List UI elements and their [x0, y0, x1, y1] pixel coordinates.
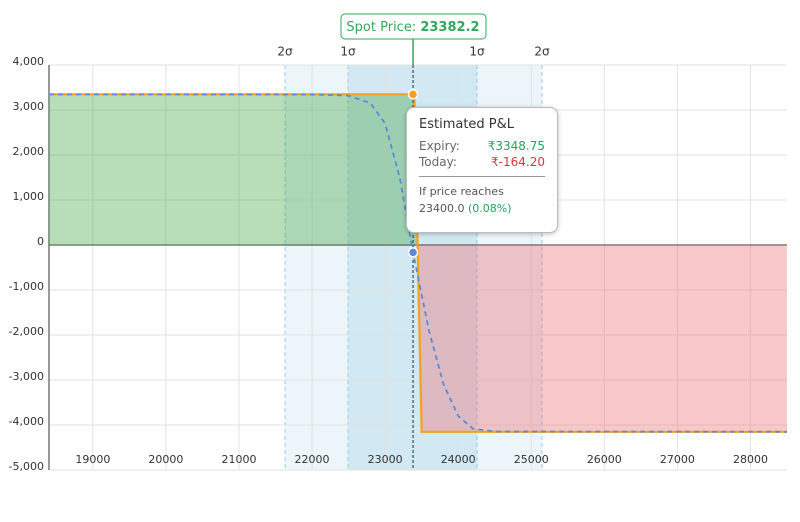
spot-caption: Spot Price:	[346, 20, 416, 35]
y-tick-label: -2,000	[9, 325, 44, 338]
row-value: ₹-164.20	[491, 155, 545, 169]
row-label: Expiry:	[419, 139, 460, 153]
x-tick-label: 19000	[75, 453, 110, 466]
loss-area	[49, 245, 787, 432]
y-tick-label: 0	[37, 235, 44, 248]
spot-label: Spot Price: 23382.2	[346, 20, 479, 35]
tooltip-note: If price reaches	[419, 185, 504, 198]
y-tick-label: -4,000	[9, 415, 44, 428]
sigma-label: 1σ	[469, 45, 485, 59]
sigma-label: 1σ	[340, 45, 356, 59]
x-tick-label: 22000	[295, 453, 330, 466]
y-tick-label: 1,000	[13, 190, 45, 203]
divider	[419, 176, 545, 177]
x-tick-label: 20000	[148, 453, 183, 466]
y-tick-label: 4,000	[13, 55, 45, 68]
x-tick-label: 26000	[587, 453, 622, 466]
x-tick-label: 28000	[733, 453, 768, 466]
x-tick-label: 23000	[368, 453, 403, 466]
y-tick-label: 3,000	[13, 100, 45, 113]
y-tick-label: -3,000	[9, 370, 44, 383]
hover-point	[407, 89, 419, 100]
x-tick-label: 24000	[441, 453, 476, 466]
spot-value: 23382.2	[420, 20, 479, 35]
profit-area	[49, 94, 787, 245]
tooltip-price: 23400.0 (0.08%)	[419, 200, 545, 217]
x-tick-label: 21000	[221, 453, 256, 466]
y-tick-label: -1,000	[9, 280, 44, 293]
y-tick-label: -5,000	[9, 460, 44, 473]
tooltip-row: Today: ₹-164.20	[419, 154, 545, 170]
tooltip-row: Expiry: ₹3348.75	[419, 138, 545, 154]
row-value: ₹3348.75	[487, 139, 545, 153]
price: 23400.0	[419, 202, 465, 215]
change: (0.08%)	[468, 202, 512, 215]
hover-point	[407, 247, 419, 258]
sigma-label: 2σ	[277, 45, 293, 59]
x-tick-label: 25000	[514, 453, 549, 466]
tooltip: Estimated P&L Expiry: ₹3348.75 Today: ₹-16…	[406, 107, 558, 233]
x-tick-label: 27000	[660, 453, 695, 466]
y-tick-label: 2,000	[13, 145, 45, 158]
sigma-label: 2σ	[534, 45, 550, 59]
tooltip-title: Estimated P&L	[419, 117, 515, 132]
row-label: Today:	[419, 155, 457, 169]
